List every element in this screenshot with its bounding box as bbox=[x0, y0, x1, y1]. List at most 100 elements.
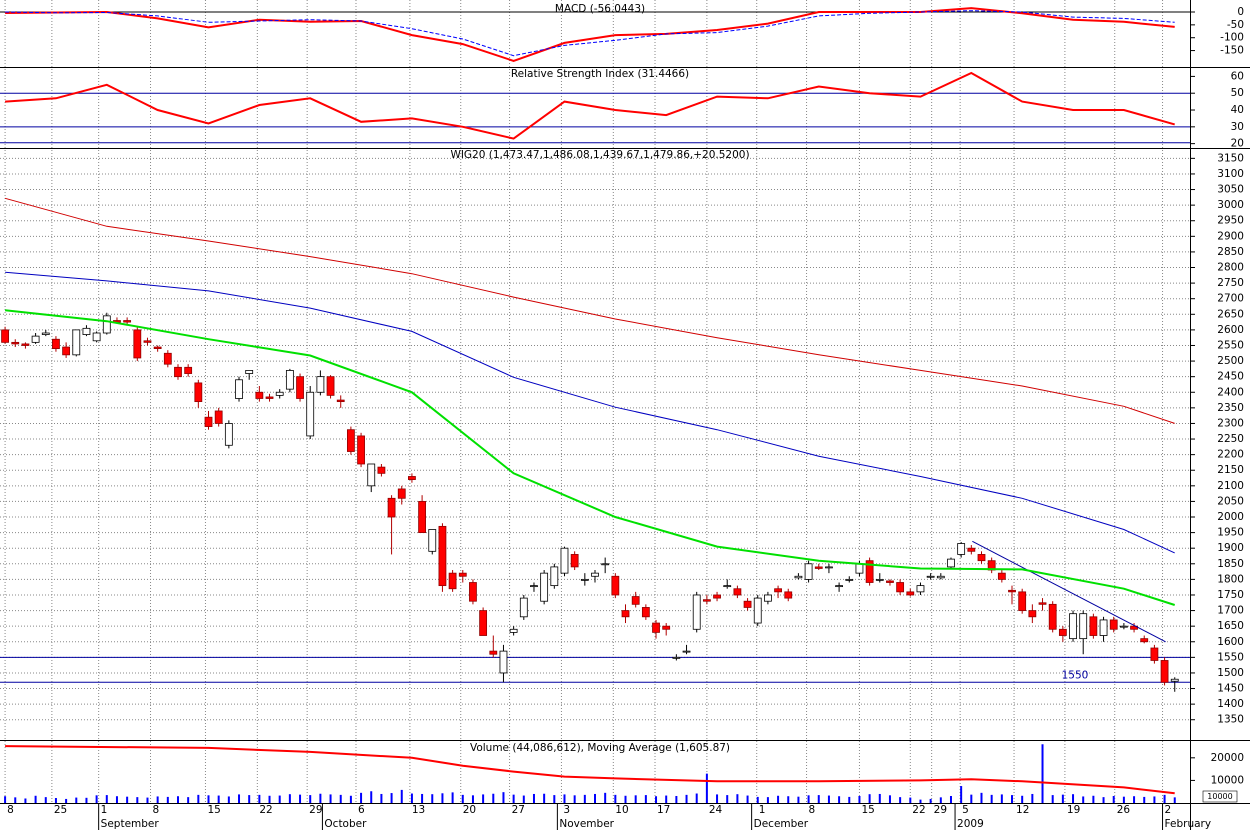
x-tick-label: 1 bbox=[101, 804, 108, 816]
y-tick-label: 1850 bbox=[1217, 558, 1244, 570]
candle-body bbox=[936, 575, 945, 579]
candle-body bbox=[764, 594, 772, 602]
candle-body bbox=[784, 591, 793, 599]
candle-body bbox=[641, 607, 650, 618]
volume-bar bbox=[380, 793, 383, 803]
volume-bar bbox=[1082, 796, 1085, 803]
candle-body bbox=[1089, 616, 1098, 636]
candle-body bbox=[855, 563, 864, 574]
volume-bar bbox=[1072, 794, 1075, 803]
volume-bar bbox=[543, 793, 546, 803]
candle-body bbox=[31, 335, 40, 343]
x-tick-label: 13 bbox=[412, 804, 425, 816]
volume-bar bbox=[1041, 744, 1044, 803]
volume-bar bbox=[777, 795, 780, 803]
candle-body bbox=[692, 594, 701, 630]
volume-bar bbox=[370, 791, 373, 803]
volume-bar bbox=[227, 796, 230, 803]
volume-bar bbox=[1011, 795, 1014, 803]
candle-body bbox=[479, 610, 488, 636]
volume-bar bbox=[532, 793, 535, 803]
candle-body bbox=[702, 599, 711, 602]
volume-bar bbox=[1143, 796, 1146, 803]
x-tick-label: 8 bbox=[809, 804, 816, 816]
candle-body bbox=[184, 366, 193, 374]
y-tick-label: 1700 bbox=[1217, 605, 1244, 617]
candle-body bbox=[357, 435, 365, 465]
candle-body bbox=[601, 563, 610, 566]
candle-body bbox=[825, 566, 833, 569]
candle-body bbox=[245, 370, 254, 374]
volume-bar bbox=[827, 795, 830, 803]
volume-bar bbox=[838, 796, 841, 803]
y-tick-label: 1600 bbox=[1217, 636, 1244, 648]
candle-body bbox=[265, 396, 274, 399]
y-tick-label: 2050 bbox=[1217, 495, 1244, 507]
x-tick-label: 1 bbox=[759, 804, 766, 816]
x-tick-label: 15 bbox=[861, 804, 874, 816]
volume-bar bbox=[716, 794, 719, 803]
candle-body bbox=[102, 315, 111, 334]
volume-bar bbox=[258, 794, 261, 803]
candle-body bbox=[591, 572, 599, 577]
volume-bar bbox=[970, 794, 973, 803]
candle-body bbox=[631, 596, 640, 605]
y-tick-label: 1400 bbox=[1217, 698, 1244, 710]
volume-bar bbox=[197, 794, 200, 803]
volume-bar bbox=[1102, 797, 1105, 803]
x-tick-label: 6 bbox=[358, 804, 365, 816]
x-tick-label: 19 bbox=[1067, 804, 1080, 816]
x-tick-label: 17 bbox=[657, 804, 670, 816]
volume-bar bbox=[726, 795, 729, 803]
candle-body bbox=[814, 566, 823, 569]
volume-bar bbox=[136, 797, 139, 803]
month-label: October bbox=[324, 818, 367, 830]
volume-bar bbox=[685, 794, 688, 803]
y-tick-label: 2800 bbox=[1217, 262, 1244, 274]
candle-body bbox=[458, 572, 467, 577]
y-tick-label: 3050 bbox=[1217, 184, 1244, 196]
x-tick-label: 5 bbox=[962, 804, 969, 816]
y-tick-label: 10000 bbox=[1211, 774, 1244, 786]
candle-body bbox=[540, 572, 549, 602]
volume-bar bbox=[583, 794, 586, 803]
candle-body bbox=[346, 429, 355, 452]
candle-body bbox=[143, 340, 152, 343]
panel-title: MACD (-56.0443) bbox=[555, 3, 645, 15]
candle-body bbox=[1109, 619, 1118, 630]
volume-bar bbox=[1153, 796, 1156, 803]
volume-bar bbox=[695, 793, 698, 803]
candle-body bbox=[1038, 602, 1047, 605]
candle-body bbox=[275, 391, 284, 396]
volume-bar bbox=[563, 794, 566, 803]
volume-bar bbox=[319, 793, 322, 803]
candle-body bbox=[1, 329, 9, 343]
candle-body bbox=[1048, 603, 1057, 630]
volume-bar bbox=[441, 793, 444, 803]
candle-body bbox=[1140, 638, 1149, 643]
candle-body bbox=[733, 588, 742, 596]
x-tick-label: 29 bbox=[309, 804, 322, 816]
y-tick-label: 2700 bbox=[1217, 293, 1244, 305]
y-tick-label: 1950 bbox=[1217, 527, 1244, 539]
candle-body bbox=[377, 466, 386, 474]
volume-bar bbox=[797, 796, 800, 803]
volume-bar bbox=[1163, 794, 1166, 803]
candle-body bbox=[957, 543, 966, 555]
volume-bar bbox=[24, 798, 27, 803]
volume-bar bbox=[746, 795, 749, 803]
x-tick-label: 29 bbox=[934, 804, 947, 816]
y-tick-label: 30 bbox=[1231, 121, 1244, 133]
candle-body bbox=[499, 650, 508, 674]
panel-title: Volume (44,086,612), Moving Average (1,6… bbox=[470, 742, 730, 754]
candle-body bbox=[1018, 591, 1027, 611]
volume-bar bbox=[1051, 795, 1054, 803]
volume-bar bbox=[156, 796, 159, 803]
candle-body bbox=[418, 501, 426, 534]
volume-bar bbox=[461, 794, 464, 803]
volume-bar bbox=[146, 797, 149, 803]
volume-bar bbox=[248, 795, 251, 803]
y-tick-label: 2750 bbox=[1217, 277, 1244, 289]
candle-body bbox=[41, 332, 50, 335]
marker-label: 10000 bbox=[1207, 792, 1232, 801]
